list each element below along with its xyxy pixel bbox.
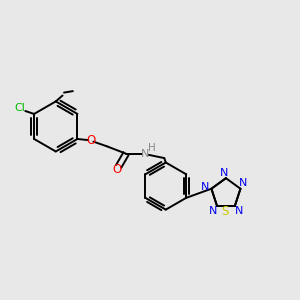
Text: Cl: Cl	[14, 103, 25, 113]
Text: N: N	[141, 149, 149, 159]
Text: N: N	[219, 168, 228, 178]
Text: N: N	[238, 178, 247, 188]
Text: H: H	[148, 143, 155, 153]
Text: N: N	[201, 182, 209, 192]
Text: O: O	[112, 164, 122, 176]
Text: N: N	[235, 206, 243, 216]
Text: S: S	[221, 205, 228, 218]
Text: O: O	[86, 134, 95, 147]
Text: N: N	[209, 206, 217, 216]
